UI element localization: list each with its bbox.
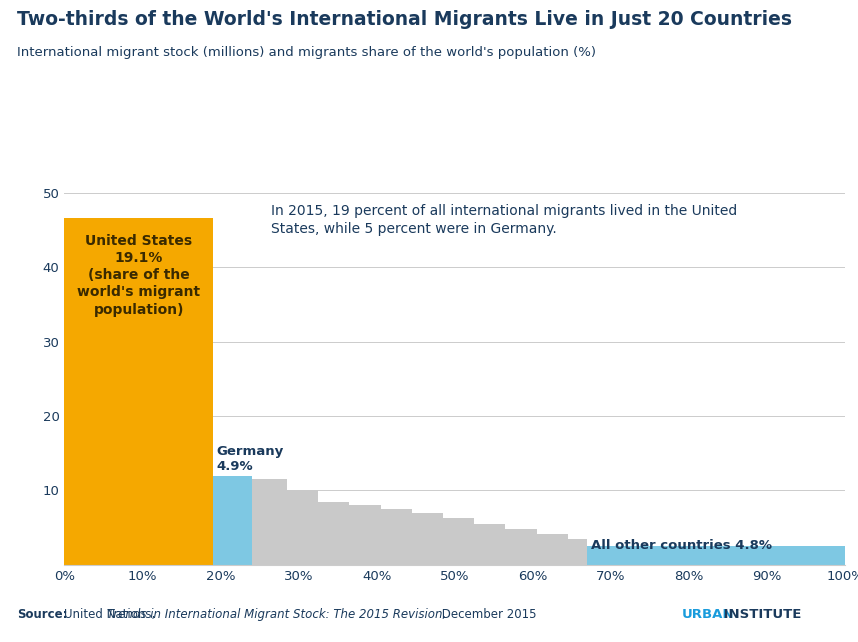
Bar — [588, 546, 845, 565]
Text: URBAN: URBAN — [682, 609, 734, 621]
Bar — [214, 476, 251, 565]
Text: United Nations,: United Nations, — [64, 609, 160, 621]
Text: Trends in International Migrant Stock: The 2015 Revision,: Trends in International Migrant Stock: T… — [107, 609, 446, 621]
Bar — [537, 534, 568, 565]
Text: All other countries 4.8%: All other countries 4.8% — [591, 539, 772, 552]
Text: International migrant stock (millions) and migrants share of the world's populat: International migrant stock (millions) a… — [17, 46, 596, 59]
Text: United States
19.1%
(share of the
world's migrant
population): United States 19.1% (share of the world'… — [77, 234, 201, 317]
Bar — [381, 509, 412, 565]
Bar — [568, 539, 588, 565]
Bar — [318, 501, 349, 565]
Bar — [505, 529, 537, 565]
Bar — [251, 480, 287, 565]
Bar — [64, 218, 214, 565]
Text: In 2015, 19 percent of all international migrants lived in the United
States, wh: In 2015, 19 percent of all international… — [271, 204, 738, 236]
Bar — [412, 513, 443, 565]
Text: Germany
4.9%: Germany 4.9% — [216, 446, 284, 473]
Bar — [474, 524, 505, 565]
Text: Two-thirds of the World's International Migrants Live in Just 20 Countries: Two-thirds of the World's International … — [17, 10, 792, 29]
Bar — [287, 490, 318, 565]
Text: December 2015: December 2015 — [438, 609, 536, 621]
Text: Source:: Source: — [17, 609, 68, 621]
Text: INSTITUTE: INSTITUTE — [719, 609, 801, 621]
Bar — [349, 505, 381, 565]
Bar — [443, 518, 474, 565]
